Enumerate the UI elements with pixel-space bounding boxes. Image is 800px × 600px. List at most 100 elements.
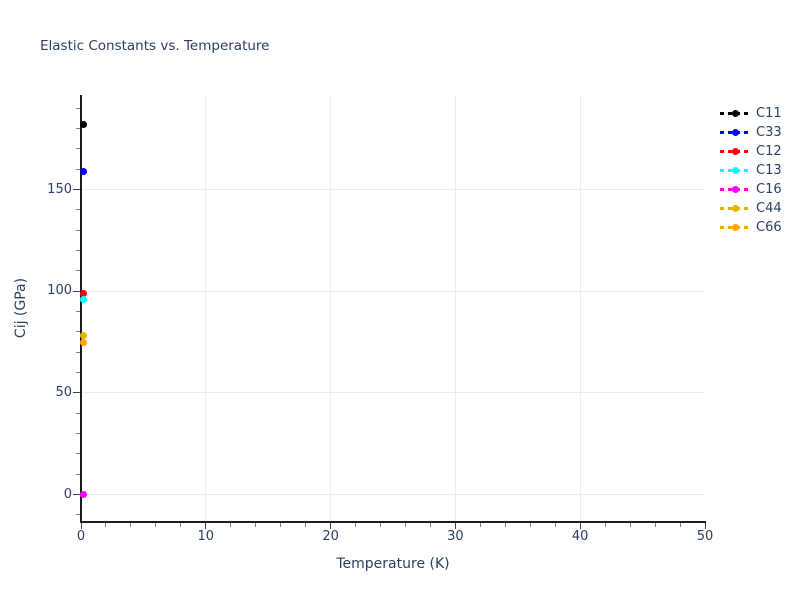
- y-minor-tick: [76, 372, 80, 374]
- legend-item-C33[interactable]: C33: [720, 123, 782, 142]
- x-minor-tick: [479, 523, 481, 527]
- y-major-tick: [73, 494, 80, 496]
- x-major-tick: [80, 523, 82, 529]
- y-major-tick: [73, 189, 80, 191]
- y-gridline: [81, 494, 705, 496]
- x-minor-tick: [679, 523, 681, 527]
- y-minor-tick: [76, 148, 80, 150]
- x-minor-tick: [105, 523, 107, 527]
- x-minor-tick: [654, 523, 656, 527]
- x-gridline: [454, 95, 456, 521]
- legend-label: C44: [756, 201, 782, 216]
- legend-dot-icon: [731, 186, 739, 193]
- x-major-tick: [579, 523, 581, 529]
- x-tick-label: 20: [322, 529, 339, 544]
- y-axis-line: [80, 95, 82, 521]
- legend-marker-icon: [720, 128, 750, 137]
- y-minor-tick: [76, 453, 80, 455]
- y-minor-tick: [76, 270, 80, 272]
- legend-label: C33: [756, 125, 782, 140]
- legend-marker-icon: [720, 147, 750, 156]
- legend-dot-icon: [731, 167, 739, 174]
- y-minor-tick: [76, 229, 80, 231]
- x-tick-label: 40: [571, 529, 589, 544]
- legend-dot-icon: [731, 110, 739, 117]
- y-minor-tick: [76, 351, 80, 353]
- y-minor-tick: [76, 331, 80, 333]
- x-minor-tick: [355, 523, 357, 527]
- legend-item-C12[interactable]: C12: [720, 142, 782, 161]
- x-minor-tick: [305, 523, 307, 527]
- data-point-C33: [79, 167, 87, 175]
- x-minor-tick: [504, 523, 506, 527]
- x-minor-tick: [255, 523, 257, 527]
- x-major-tick: [205, 523, 207, 529]
- x-minor-tick: [629, 523, 631, 527]
- x-minor-tick: [604, 523, 606, 527]
- legend-label: C16: [756, 182, 782, 197]
- legend-dot-icon: [731, 129, 739, 136]
- legend-item-C44[interactable]: C44: [720, 199, 782, 218]
- y-minor-tick: [76, 433, 80, 435]
- y-gridline: [81, 189, 705, 191]
- y-minor-tick: [76, 250, 80, 252]
- x-minor-tick: [529, 523, 531, 527]
- legend-marker-icon: [720, 185, 750, 194]
- x-gridline: [330, 95, 332, 521]
- legend-marker-icon: [720, 223, 750, 232]
- y-tick-label: 0: [63, 486, 72, 502]
- x-major-tick: [330, 523, 332, 529]
- legend-dot-icon: [731, 224, 739, 231]
- legend-label: C13: [756, 163, 782, 178]
- legend-label: C12: [756, 144, 782, 159]
- y-minor-tick: [76, 514, 80, 516]
- legend-item-C16[interactable]: C16: [720, 180, 782, 199]
- legend-item-C13[interactable]: C13: [720, 161, 782, 180]
- data-point-C44: [79, 332, 87, 340]
- legend-marker-icon: [720, 204, 750, 213]
- data-point-C16: [79, 491, 87, 499]
- y-tick-label: 50: [55, 384, 72, 400]
- x-minor-tick: [429, 523, 431, 527]
- y-minor-tick: [76, 168, 80, 170]
- x-major-tick: [454, 523, 456, 529]
- y-axis-title: Cij (GPa): [13, 277, 29, 339]
- data-point-C12: [79, 289, 87, 297]
- legend-label: C11: [756, 106, 782, 121]
- x-minor-tick: [230, 523, 232, 527]
- x-tick-label: 30: [447, 529, 464, 544]
- x-tick-label: 0: [76, 529, 86, 544]
- x-axis-title: Temperature (K): [336, 556, 450, 572]
- x-minor-tick: [404, 523, 406, 527]
- x-axis-line: [80, 521, 706, 523]
- y-minor-tick: [76, 311, 80, 313]
- x-tick-label: 50: [696, 529, 714, 544]
- x-minor-tick: [180, 523, 182, 527]
- y-minor-tick: [76, 473, 80, 475]
- legend: C11 C33 C12 C13 C16 C44 C66: [720, 104, 782, 237]
- y-tick-label: 150: [47, 181, 72, 197]
- legend-label: C66: [756, 220, 782, 235]
- legend-dot-icon: [731, 205, 739, 212]
- y-minor-tick: [76, 128, 80, 130]
- y-gridline: [81, 392, 705, 394]
- legend-dot-icon: [731, 148, 739, 155]
- data-point-C66: [79, 338, 87, 346]
- x-minor-tick: [554, 523, 556, 527]
- x-minor-tick: [280, 523, 282, 527]
- data-point-C13: [79, 295, 87, 303]
- legend-marker-icon: [720, 166, 750, 175]
- legend-item-C11[interactable]: C11: [720, 104, 782, 123]
- y-gridline: [81, 290, 705, 292]
- x-major-tick: [704, 523, 706, 529]
- y-minor-tick: [76, 209, 80, 211]
- x-gridline: [205, 95, 207, 521]
- legend-item-C66[interactable]: C66: [720, 218, 782, 237]
- y-major-tick: [73, 290, 80, 292]
- x-minor-tick: [130, 523, 132, 527]
- y-minor-tick: [76, 107, 80, 109]
- x-minor-tick: [155, 523, 157, 527]
- x-tick-label: 10: [197, 529, 215, 544]
- x-minor-tick: [380, 523, 382, 527]
